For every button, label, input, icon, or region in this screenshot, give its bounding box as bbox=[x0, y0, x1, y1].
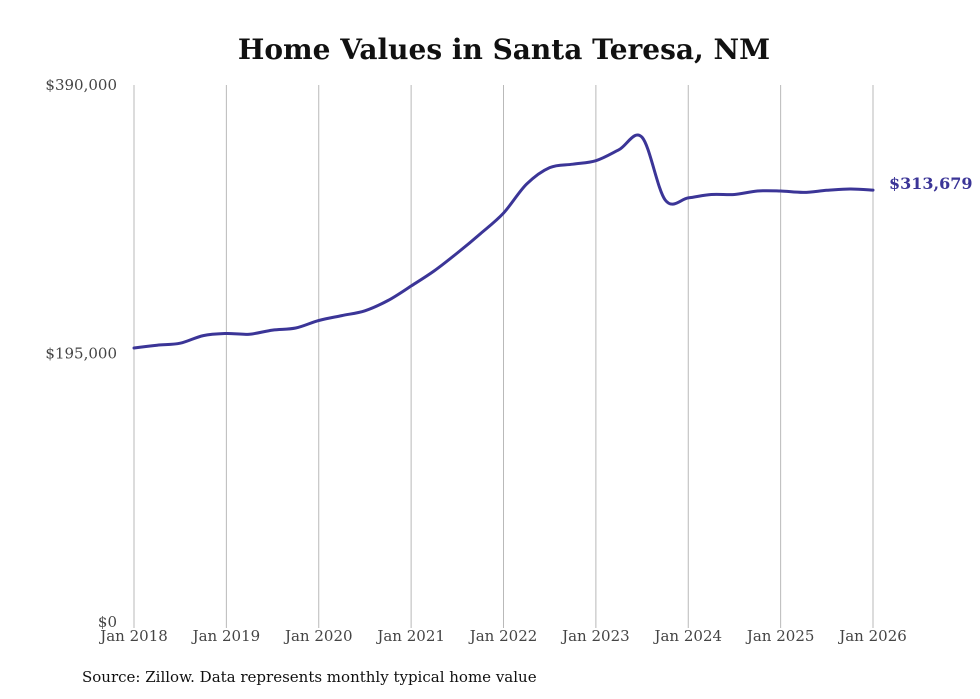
y-tick-label: $390,000 bbox=[45, 76, 117, 94]
y-axis-tick-labels: $0 $195,000 $390,000 bbox=[45, 76, 117, 631]
x-tick-label: Jan 2018 bbox=[98, 627, 168, 645]
x-axis-tick-labels: Jan 2018 Jan 2019 Jan 2020 Jan 2021 Jan 2022… bbox=[98, 627, 907, 645]
x-tick-label: Jan 2022 bbox=[468, 627, 538, 645]
x-tick-label: Jan 2026 bbox=[837, 627, 907, 645]
series-group bbox=[132, 133, 875, 350]
x-tick-label: Jan 2021 bbox=[375, 627, 445, 645]
end-value-label: $313,679 bbox=[889, 174, 973, 193]
x-tick-label: Jan 2024 bbox=[652, 627, 722, 645]
vertical-gridlines bbox=[133, 85, 874, 628]
x-tick-label: Jan 2025 bbox=[745, 627, 815, 645]
y-tick-label: $0 bbox=[98, 613, 117, 631]
series-line bbox=[132, 133, 875, 350]
source-note: Source: Zillow. Data represents monthly … bbox=[82, 668, 537, 686]
x-tick-label: Jan 2019 bbox=[191, 627, 261, 645]
x-tick-label: Jan 2020 bbox=[283, 627, 353, 645]
y-tick-label: $195,000 bbox=[45, 345, 117, 363]
x-tick-label: Jan 2023 bbox=[560, 627, 630, 645]
chart-title: Home Values in Santa Teresa, NM bbox=[238, 33, 770, 66]
